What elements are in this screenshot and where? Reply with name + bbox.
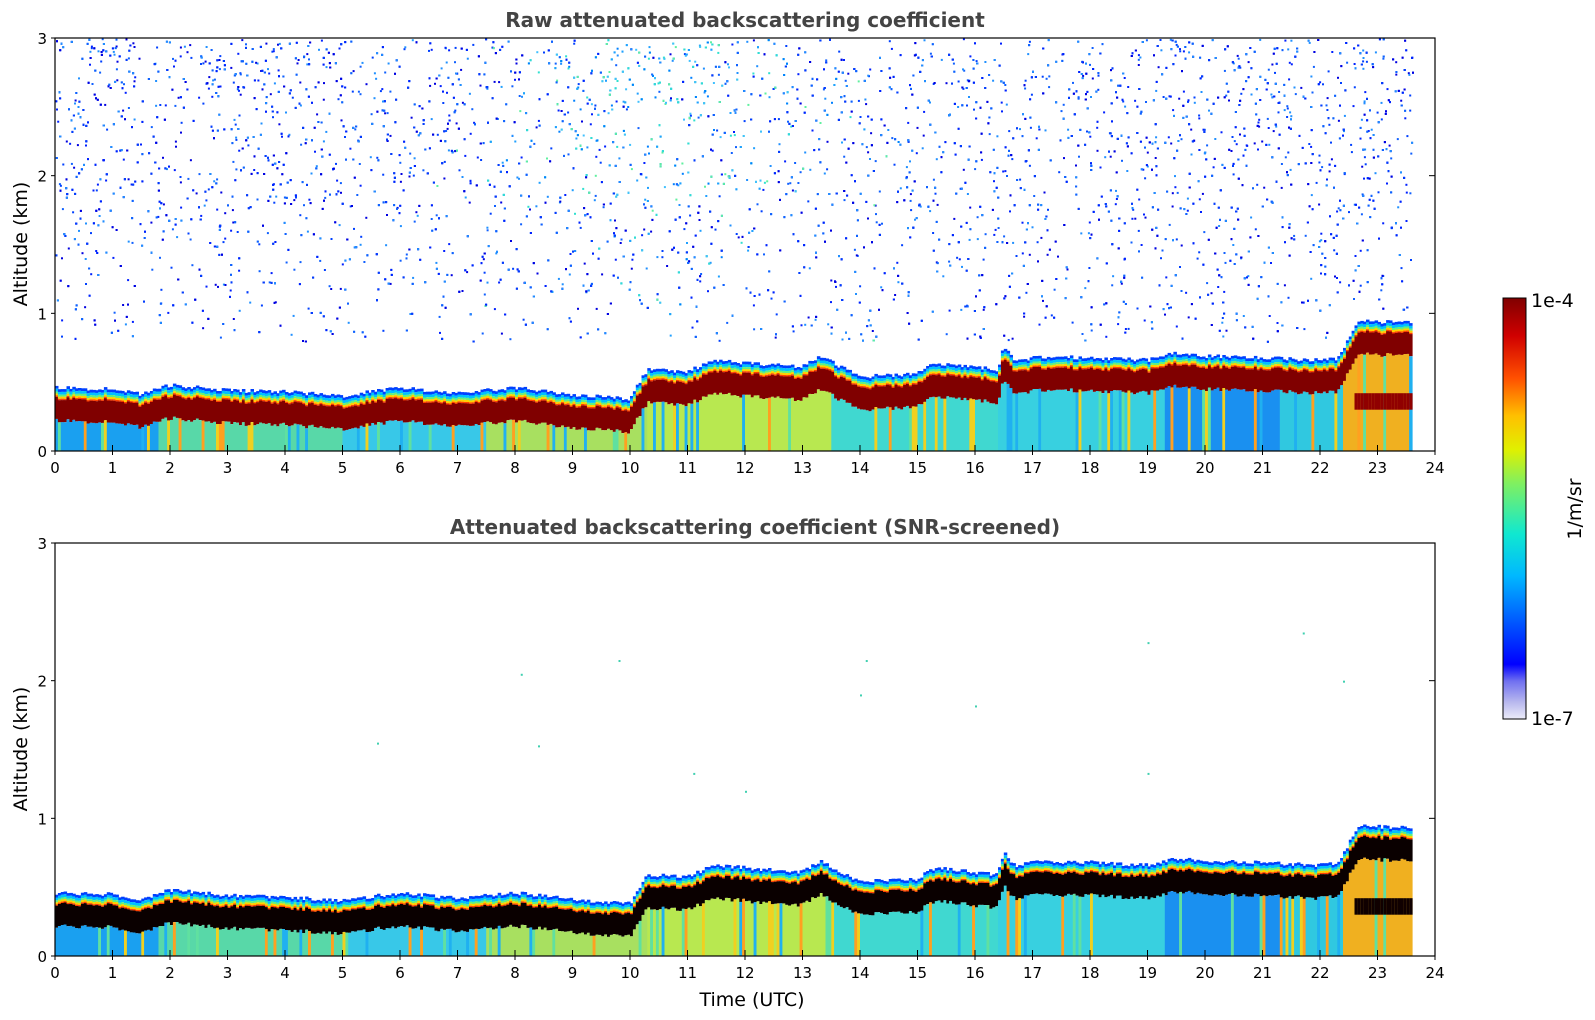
raw-panel-title: Raw attenuated backscattering coefficien… <box>505 8 985 32</box>
x-tick-label: 20 <box>1195 459 1214 477</box>
x-tick-label: 11 <box>678 459 697 477</box>
x-tick-label: 9 <box>568 459 578 477</box>
y-tick-label: 2 <box>37 168 47 186</box>
x-tick-label: 14 <box>850 459 869 477</box>
x-tick-label: 13 <box>793 964 812 982</box>
x-tick-label: 6 <box>395 964 405 982</box>
x-tick-label: 8 <box>510 459 520 477</box>
x-tick-label: 17 <box>1023 459 1042 477</box>
y-tick-label: 0 <box>37 443 47 461</box>
x-tick-label: 19 <box>1138 964 1157 982</box>
x-tick-label: 13 <box>793 459 812 477</box>
x-tick-label: 6 <box>395 459 405 477</box>
x-tick-label: 1 <box>108 964 118 982</box>
screened-panel-title: Attenuated backscattering coefficient (S… <box>450 515 1060 539</box>
x-tick-label: 21 <box>1253 459 1272 477</box>
x-tick-label: 18 <box>1080 964 1099 982</box>
x-tick-label: 15 <box>908 964 927 982</box>
boundary-layer-signal <box>55 319 1413 451</box>
x-tick-label: 22 <box>1310 964 1329 982</box>
colorbar-unit-label: 1/m/sr <box>1564 478 1586 539</box>
x-tick-label: 16 <box>965 459 984 477</box>
screened-y-axis-label: Altitude (km) <box>10 687 32 812</box>
x-tick-label: 2 <box>165 964 175 982</box>
x-tick-label: 1 <box>108 459 118 477</box>
x-tick-label: 14 <box>850 964 869 982</box>
colorbar: 1e-4 1e-7 1/m/sr <box>1502 290 1586 730</box>
x-tick-label: 18 <box>1080 459 1099 477</box>
x-tick-label: 0 <box>50 964 60 982</box>
screened-axes: 0 1 2 3 4 5 6 7 8 9 10 11 12 13 14 15 16 17 18 19 20 21 22 23 24… <box>37 535 1444 982</box>
screened-heatmap <box>55 632 1413 956</box>
boundary-layer-signal <box>55 824 1413 956</box>
colorbar-scale <box>1502 297 1527 720</box>
x-tick-label: 17 <box>1023 964 1042 982</box>
raw-axes: 0 1 2 3 4 5 6 7 8 9 10 11 12 13 14 15 16 17 18 19 20 21 22 23 24… <box>37 30 1444 477</box>
x-tick-label: 5 <box>338 459 348 477</box>
x-tick-label: 24 <box>1425 964 1444 982</box>
x-tick-label: 20 <box>1195 964 1214 982</box>
y-tick-label: 3 <box>37 30 47 48</box>
x-tick-label: 12 <box>735 964 754 982</box>
x-tick-label: 11 <box>678 964 697 982</box>
x-tick-label: 4 <box>280 964 290 982</box>
y-tick-label: 3 <box>37 535 47 553</box>
raw-heatmap <box>55 38 1414 451</box>
x-tick-label: 3 <box>223 964 233 982</box>
x-tick-label: 12 <box>735 459 754 477</box>
residual-signal-dots <box>377 632 1345 793</box>
screened-backscatter-panel: Attenuated backscattering coefficient (S… <box>10 515 1445 1011</box>
x-tick-label: 22 <box>1310 459 1329 477</box>
x-tick-label: 2 <box>165 459 175 477</box>
x-tick-label: 0 <box>50 459 60 477</box>
x-axis-label: Time (UTC) <box>698 989 804 1011</box>
raw-y-axis-label: Altitude (km) <box>10 182 32 307</box>
y-tick-label: 1 <box>37 305 47 323</box>
x-tick-label: 23 <box>1368 459 1387 477</box>
x-tick-label: 24 <box>1425 459 1444 477</box>
x-tick-label: 3 <box>223 459 233 477</box>
x-tick-label: 10 <box>620 459 639 477</box>
noise-speckle-field <box>55 38 1414 343</box>
colorbar-min-label: 1e-7 <box>1531 708 1574 730</box>
x-tick-label: 9 <box>568 964 578 982</box>
x-tick-label: 16 <box>965 964 984 982</box>
x-tick-label: 4 <box>280 459 290 477</box>
raw-backscatter-panel: Raw attenuated backscattering coefficien… <box>10 8 1445 477</box>
x-tick-label: 23 <box>1368 964 1387 982</box>
y-tick-label: 2 <box>37 673 47 691</box>
x-tick-label: 21 <box>1253 964 1272 982</box>
x-tick-label: 5 <box>338 964 348 982</box>
y-tick-label: 1 <box>37 810 47 828</box>
x-tick-label: 19 <box>1138 459 1157 477</box>
x-tick-label: 8 <box>510 964 520 982</box>
x-tick-label: 10 <box>620 964 639 982</box>
x-tick-label: 15 <box>908 459 927 477</box>
y-tick-label: 0 <box>37 948 47 966</box>
x-tick-label: 7 <box>453 459 463 477</box>
colorbar-max-label: 1e-4 <box>1531 290 1574 312</box>
x-tick-label: 7 <box>453 964 463 982</box>
